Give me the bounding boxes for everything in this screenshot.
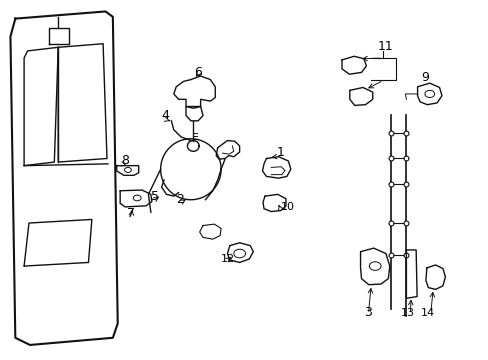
- Text: 3: 3: [364, 306, 371, 319]
- Text: 10: 10: [281, 202, 294, 212]
- Text: 2: 2: [176, 193, 184, 206]
- Text: 11: 11: [377, 40, 392, 53]
- Text: 4: 4: [161, 109, 169, 122]
- Text: 5: 5: [151, 190, 159, 203]
- Text: 9: 9: [420, 71, 428, 84]
- Text: 6: 6: [194, 66, 202, 79]
- Text: 1: 1: [276, 145, 284, 159]
- Text: 7: 7: [127, 207, 135, 220]
- Text: 14: 14: [420, 307, 434, 318]
- Text: 8: 8: [122, 154, 129, 167]
- Text: 12: 12: [221, 255, 235, 265]
- Text: 13: 13: [400, 307, 414, 318]
